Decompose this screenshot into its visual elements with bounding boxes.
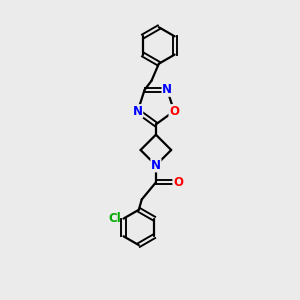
Text: N: N bbox=[162, 83, 172, 96]
Text: O: O bbox=[169, 105, 179, 118]
Text: N: N bbox=[133, 105, 143, 118]
Text: N: N bbox=[151, 159, 161, 172]
Text: Cl: Cl bbox=[108, 212, 121, 225]
Text: O: O bbox=[173, 176, 183, 189]
